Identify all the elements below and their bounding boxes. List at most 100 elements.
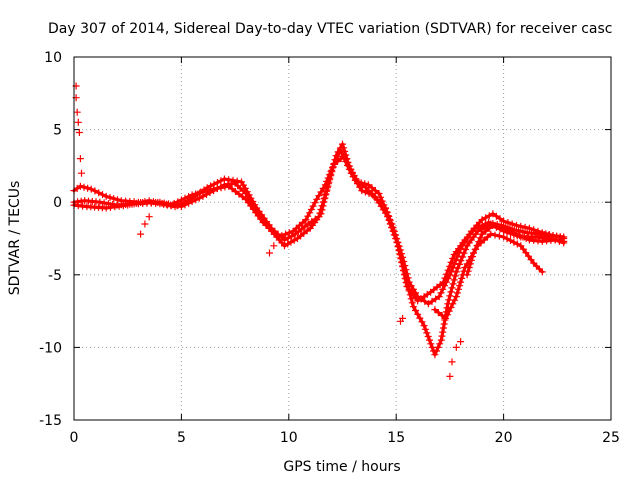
data-point [462, 246, 469, 253]
data-point [449, 254, 457, 262]
data-point [432, 295, 440, 303]
data-point [80, 183, 88, 191]
data-point [447, 288, 455, 296]
data-point [472, 224, 480, 232]
data-point [206, 186, 214, 194]
data-point [420, 322, 428, 330]
data-point [470, 249, 477, 257]
data-point [492, 223, 500, 231]
data-point [177, 203, 185, 211]
data-point [560, 239, 568, 247]
data-point [102, 192, 110, 200]
data-point [315, 192, 323, 200]
data-point [397, 254, 405, 262]
data-point [323, 186, 331, 194]
data-point [390, 231, 398, 239]
data-point [510, 231, 518, 239]
y-axis-title: SDTVAR / TECUs [7, 181, 23, 296]
data-point [395, 246, 403, 254]
data-point [145, 213, 153, 221]
y-tick-label: 0 [53, 195, 62, 211]
y-tick-label: 10 [44, 50, 62, 66]
data-point [451, 296, 459, 304]
data-point [274, 233, 282, 241]
data-point [485, 212, 493, 220]
data-point [400, 270, 408, 278]
data-point [416, 314, 424, 322]
series-trace-b [70, 146, 568, 359]
data-point [485, 224, 493, 232]
data-point [324, 174, 332, 182]
data-point [441, 274, 449, 282]
data-point [74, 118, 82, 126]
data-point [431, 306, 439, 314]
data-point [358, 187, 366, 195]
data-point [412, 307, 419, 314]
data-point [467, 253, 475, 261]
series-trace-c [70, 152, 568, 305]
data-point [336, 146, 344, 154]
data-point [454, 264, 462, 272]
data-point [426, 336, 433, 344]
data-point [439, 328, 447, 336]
data-point [498, 221, 505, 229]
data-point [124, 201, 132, 209]
data-point [437, 289, 445, 297]
data-point [513, 232, 521, 240]
data-point [330, 160, 338, 168]
data-point [487, 230, 495, 238]
data-point [192, 190, 200, 198]
data-point [438, 332, 446, 340]
data-point [326, 171, 334, 179]
data-point [560, 233, 568, 241]
data-point [203, 187, 210, 195]
data-point [327, 167, 335, 175]
data-point [217, 184, 225, 192]
data-point [459, 271, 467, 279]
data-point [348, 169, 356, 177]
data-point [408, 299, 416, 307]
data-point [270, 242, 278, 250]
data-point [334, 158, 341, 165]
data-point [500, 217, 508, 225]
data-point [195, 189, 203, 197]
data-point [76, 182, 84, 190]
data-point [347, 166, 355, 174]
data-point [177, 196, 185, 204]
data-point [453, 289, 461, 297]
x-tick-label: 5 [177, 430, 186, 446]
data-point [319, 184, 327, 192]
data-point [388, 224, 396, 232]
data-point [320, 198, 328, 206]
data-point [128, 200, 136, 208]
data-point [555, 237, 563, 245]
data-point [551, 236, 559, 244]
data-point [440, 320, 448, 328]
data-point [384, 213, 392, 221]
data-point [167, 201, 175, 209]
data-point [475, 223, 483, 231]
data-point [398, 258, 406, 266]
tick-labels: 0 5 10 15 20 25 -15 -10 -5 0 5 10 [39, 50, 620, 446]
data-point [455, 260, 463, 268]
data-point [510, 238, 518, 246]
data-point [424, 333, 432, 340]
data-point [440, 324, 447, 332]
data-point [504, 219, 512, 226]
data-point [452, 343, 460, 351]
data-point [145, 197, 153, 205]
data-point [450, 276, 458, 284]
data-point [459, 253, 466, 261]
data-point [460, 249, 468, 257]
data-point [439, 285, 447, 293]
y-tick-label: 5 [53, 123, 62, 139]
y-tick-label: -10 [39, 340, 62, 356]
data-point [481, 220, 489, 228]
data-point [323, 177, 331, 185]
data-point [221, 183, 229, 191]
data-point [304, 220, 312, 228]
x-tick-label: 25 [602, 430, 620, 446]
series-line-trace-b [72, 148, 566, 357]
data-point [185, 199, 193, 207]
